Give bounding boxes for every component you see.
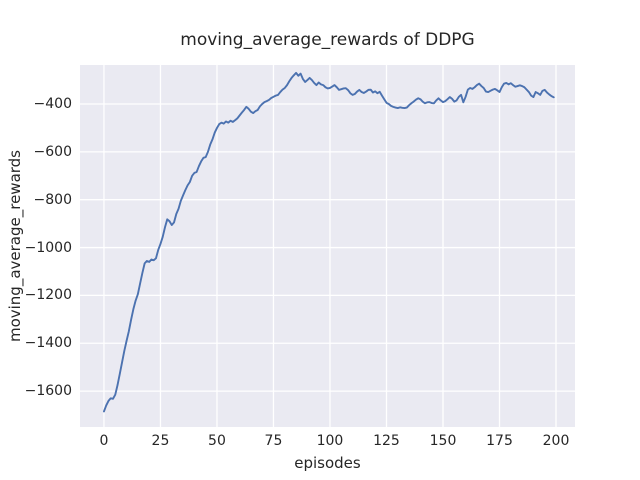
x-tick-label: 25 (151, 433, 170, 449)
plot-area (80, 65, 575, 427)
y-tick-label: −1600 (24, 383, 72, 400)
y-tick-label: −1400 (24, 335, 72, 352)
x-tick-label: 200 (542, 433, 570, 449)
x-tick-label: 100 (316, 433, 344, 449)
x-tick-label: 125 (373, 433, 400, 449)
x-tick-label: 0 (99, 433, 109, 449)
y-tick-label: −1200 (24, 287, 72, 304)
y-tick-label: −1000 (24, 239, 72, 256)
y-tick-label: −400 (33, 95, 72, 112)
x-tick-label: 50 (208, 433, 226, 449)
y-tick-label: −600 (33, 143, 72, 160)
x-tick-label: 175 (486, 433, 513, 449)
y-tick-label: −800 (33, 191, 72, 208)
x-tick-label: 75 (264, 433, 283, 449)
chart-title: moving_average_rewards of DDPG (180, 30, 475, 50)
x-tick-label: 150 (429, 433, 457, 449)
x-axis-label: episodes (294, 454, 361, 472)
